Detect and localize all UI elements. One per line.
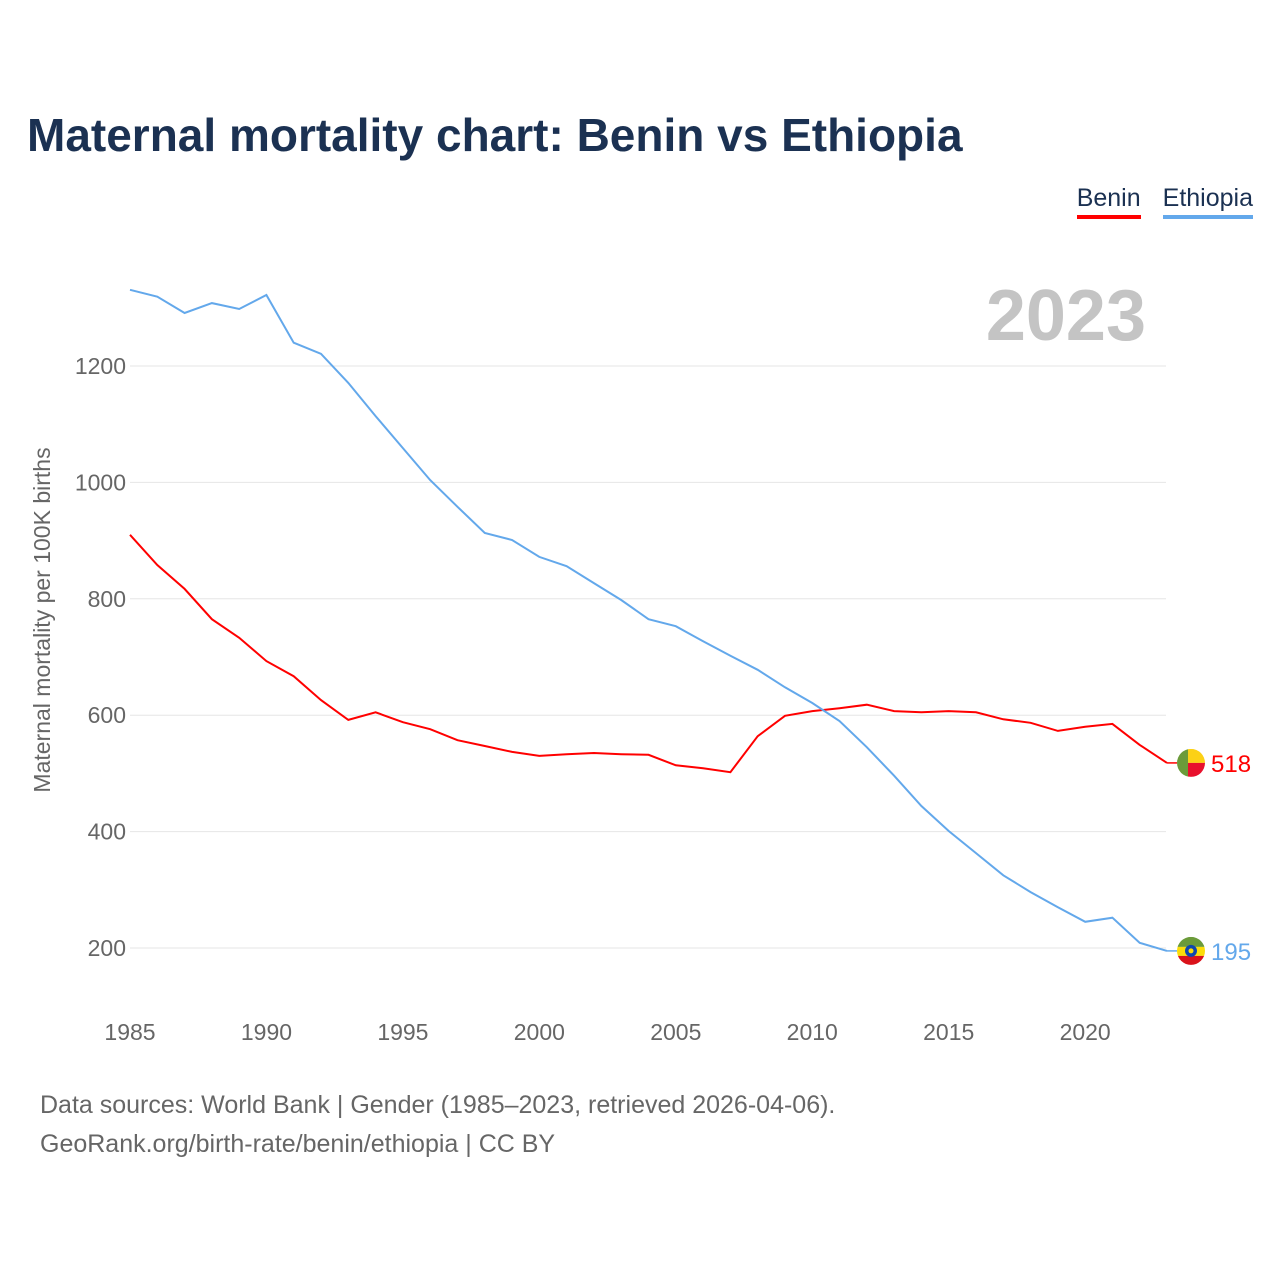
y-tick-label: 800 — [88, 586, 126, 612]
y-tick-label: 1200 — [75, 353, 126, 379]
series-line-ethiopia — [129, 288, 1168, 952]
footer: Data sources: World Bank | Gender (1985–… — [40, 1086, 835, 1164]
y-tick-label: 600 — [88, 702, 126, 728]
year-label: 2023 — [986, 276, 1146, 356]
y-tick-label: 200 — [88, 935, 126, 961]
x-tick-label: 2020 — [1060, 1019, 1111, 1045]
x-tick-label: 2015 — [923, 1019, 974, 1045]
y-tick-label: 1000 — [75, 469, 126, 495]
y-axis-label: Maternal mortality per 100K births — [29, 447, 55, 792]
series-line-benin — [129, 534, 1168, 774]
legend-ethiopia[interactable]: Ethiopia — [1162, 184, 1253, 219]
legend-benin[interactable]: Benin — [1076, 184, 1141, 219]
flag-benin-icon — [1177, 748, 1205, 777]
x-tick-label: 2000 — [514, 1019, 565, 1045]
chart-title: Maternal mortality chart: Benin vs Ethio… — [27, 109, 963, 161]
end-value-label: 195 — [1211, 939, 1251, 966]
x-tick-label: 2010 — [787, 1019, 838, 1045]
x-tick-label: 1985 — [104, 1019, 155, 1045]
x-tick-label: 2005 — [650, 1019, 701, 1045]
y-tick-label: 400 — [88, 819, 126, 845]
legend: Benin Ethiopia — [1076, 184, 1253, 219]
flag-ethiopia-icon — [1177, 936, 1205, 965]
x-tick-label: 1990 — [241, 1019, 292, 1045]
x-tick-label: 1995 — [377, 1019, 428, 1045]
end-value-label: 518 — [1211, 751, 1251, 778]
data-source: Data sources: World Bank | Gender (1985–… — [40, 1091, 836, 1119]
source-link[interactable]: GeoRank.org/birth-rate/benin/ethiopia | … — [40, 1130, 556, 1158]
